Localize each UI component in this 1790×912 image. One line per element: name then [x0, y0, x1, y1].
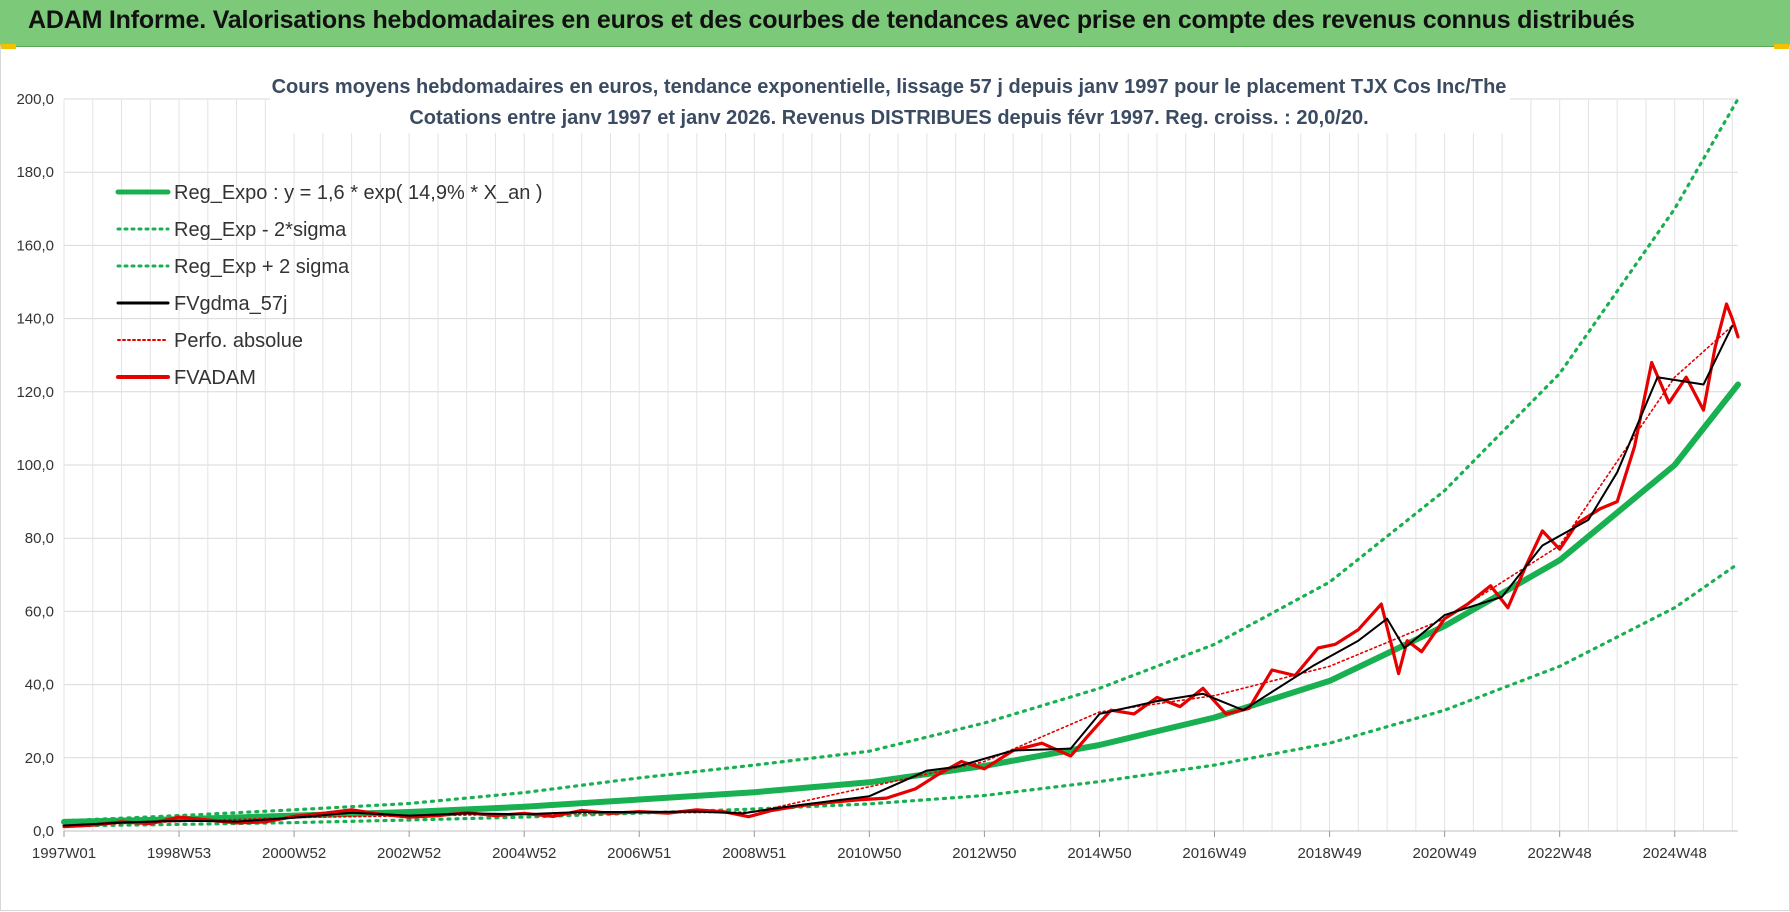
report-banner: ADAM Informe. Valorisations hebdomadaire…	[0, 0, 1790, 47]
x-tick-label: 2004W52	[492, 845, 556, 862]
reg-expo-line	[61, 381, 1741, 825]
title-background	[270, 71, 1510, 133]
reg-exp-plus-2sigma-line	[62, 97, 1740, 823]
x-tick-label: 1998W53	[147, 845, 211, 862]
x-tick-label: 2022W48	[1528, 845, 1592, 862]
y-axis: 0,0 20,0 40,0 60,0 80,0 100,0 120,0 140,0 160,0 1…	[16, 91, 54, 840]
y-tick-label: 120,0	[16, 384, 54, 401]
y-tick-label: 80,0	[25, 530, 54, 547]
x-axis: 1997W01 1998W53 2000W52 2002W52 2004W52 2006W…	[32, 831, 1707, 862]
y-tick-label: 60,0	[25, 603, 54, 620]
x-tick-label: 2018W49	[1297, 845, 1361, 862]
x-tick-label: 2012W50	[952, 845, 1016, 862]
legend-label: Reg_Exp + 2 sigma	[174, 256, 350, 278]
x-tick-label: 2010W50	[837, 845, 901, 862]
x-tick-label: 2006W51	[607, 845, 671, 862]
report-banner-title: ADAM Informe. Valorisations hebdomadaire…	[28, 6, 1635, 34]
x-tick-label: 2002W52	[377, 845, 441, 862]
y-tick-label: 200,0	[16, 91, 54, 108]
reg-exp-minus-2sigma-line	[62, 562, 1740, 828]
x-tick-label: 2000W52	[262, 845, 326, 862]
y-tick-label: 20,0	[25, 750, 54, 767]
y-tick-label: 180,0	[16, 164, 54, 181]
legend: Reg_Expo : y = 1,6 * exp( 14,9% * X_an )…	[115, 182, 543, 389]
series-lines	[61, 97, 1741, 829]
chart-title-line-2: Cotations entre janv 1997 et janv 2026. …	[409, 107, 1368, 129]
x-tick-label: 1997W01	[32, 845, 96, 862]
y-tick-label: 0,0	[33, 823, 54, 840]
grid	[63, 98, 1738, 832]
x-tick-label: 2024W48	[1643, 845, 1707, 862]
x-tick-label: 2020W49	[1413, 845, 1477, 862]
y-tick-label: 160,0	[16, 237, 54, 254]
fvadam-line	[62, 302, 1740, 829]
y-tick-label: 100,0	[16, 457, 54, 474]
fvgdma-57j-line	[63, 324, 1734, 827]
x-tick-label: 2016W49	[1182, 845, 1246, 862]
legend-label: FVgdma_57j	[174, 293, 287, 315]
chart-title-line-1: Cours moyens hebdomadaires en euros, ten…	[272, 76, 1507, 98]
x-tick-label: 2008W51	[722, 845, 786, 862]
y-tick-label: 40,0	[25, 677, 54, 694]
legend-label: Reg_Expo : y = 1,6 * exp( 14,9% * X_an )	[174, 182, 543, 204]
corner-marker	[0, 44, 16, 49]
x-tick-label: 2014W50	[1067, 845, 1131, 862]
legend-label: Perfo. absolue	[174, 330, 303, 352]
corner-marker	[1774, 44, 1790, 49]
legend-label: Reg_Exp - 2*sigma	[174, 219, 347, 241]
y-tick-label: 140,0	[16, 311, 54, 328]
legend-label: FVADAM	[174, 367, 256, 389]
